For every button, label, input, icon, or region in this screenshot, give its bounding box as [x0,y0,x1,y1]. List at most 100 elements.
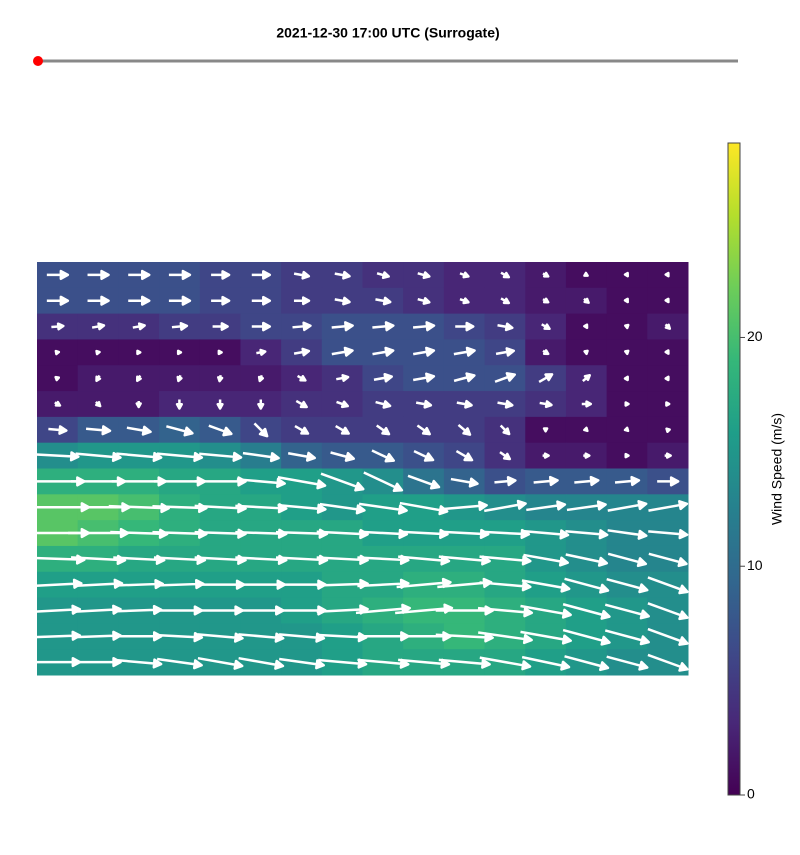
wind-arrow [604,603,650,620]
wind-arrow [623,375,629,382]
wind-arrow [479,555,532,566]
wind-arrow [371,449,395,463]
wind-arrow [415,399,433,409]
wind-arrow [373,372,393,383]
wind-arrow [583,349,589,356]
wind-arrow [565,553,609,567]
wind-arrow [238,656,285,670]
wind-arrow [277,503,327,514]
wind-arrow [75,451,122,463]
wind-arrow [574,475,600,487]
wind-arrow [624,349,630,356]
wind-arrow [372,321,395,332]
wind-arrow [479,656,532,671]
wind-arrow [657,476,680,487]
wind-arrow [455,450,474,462]
wind-arrow [477,606,534,618]
colorbar-tick-label: 10 [747,557,763,573]
wind-arrow [166,425,194,437]
wind-arrow [523,529,570,540]
wind-arrow [87,269,110,281]
wind-arrow [407,474,441,490]
wind-arrow [375,400,392,409]
wind-arrow [583,297,590,304]
wind-arrow [85,425,112,436]
wind-arrow [497,399,514,409]
wind-arrow [238,632,285,643]
wind-arrow [539,400,553,409]
wind-arrow [623,426,630,433]
wind-arrow [238,605,285,616]
time-slider-handle[interactable] [33,56,43,66]
wind-arrow [116,604,163,616]
wind-arrow [623,297,629,304]
wind-arrow [499,424,511,436]
wind-arrow [36,451,80,462]
wind-arrow [604,629,650,646]
wind-arrow [494,372,517,383]
wind-arrow [484,499,527,513]
wind-arrow [664,452,672,459]
wind-arrow [412,321,436,332]
colorbar: 0 10 20 [727,142,763,802]
wind-arrow [251,321,272,332]
wind-arrow [293,347,311,357]
wind-arrow [375,296,392,306]
wind-arrow [647,653,689,672]
wind-arrow [128,295,151,306]
wind-arrow [416,424,431,436]
wind-arrow [116,451,163,463]
wind-arrow [647,627,689,646]
wind-arrow [287,451,317,462]
wind-arrow [197,605,244,616]
wind-arrow [521,655,571,671]
wind-arrow [334,270,351,280]
wind-arrow [336,374,350,382]
wind-arrow [542,297,550,304]
wind-arrow [257,374,265,383]
wind-arrow [54,375,61,382]
wind-arrow [607,552,648,568]
wind-arrow [398,555,451,566]
wind-arrow [526,500,567,512]
wind-arrow [156,605,204,616]
wind-arrow [664,271,670,278]
wind-arrow [75,630,122,641]
wind-arrow [211,295,231,306]
wind-arrow [34,656,82,668]
wind-arrow [624,401,630,407]
wind-arrow [116,658,163,669]
wind-arrow [358,502,408,515]
wind-arrow [624,452,630,459]
wind-arrow [216,399,224,410]
wind-arrow [412,346,436,357]
wind-arrow [533,475,559,487]
wind-arrow [456,399,473,409]
wind-arrow [156,451,204,463]
wind-arrow [128,269,151,281]
wind-arrow [295,399,308,409]
wind-map [25,262,689,676]
wind-arrow [277,476,327,490]
wind-arrow [412,372,436,383]
wind-arrow [363,471,404,493]
wind-arrow [51,322,65,331]
colorbar-label: Wind Speed (m/s) [769,413,785,525]
wind-arrow [296,374,307,382]
wind-arrow [135,374,142,383]
wind-arrow [520,604,572,619]
wind-arrow [292,321,312,332]
wind-arrow [583,426,589,433]
wind-arrow [335,424,350,435]
wind-arrow [355,603,411,615]
wind-arrow [199,451,243,462]
wind-arrow [647,576,689,595]
colorbar-tick-label: 0 [747,786,755,802]
wind-arrow [477,631,533,645]
wind-arrow [455,321,475,332]
wind-arrow [87,295,110,306]
wind-arrow [523,553,570,567]
wind-arrow [398,658,451,669]
wind-arrow [542,271,550,278]
wind-arrow [582,374,591,383]
